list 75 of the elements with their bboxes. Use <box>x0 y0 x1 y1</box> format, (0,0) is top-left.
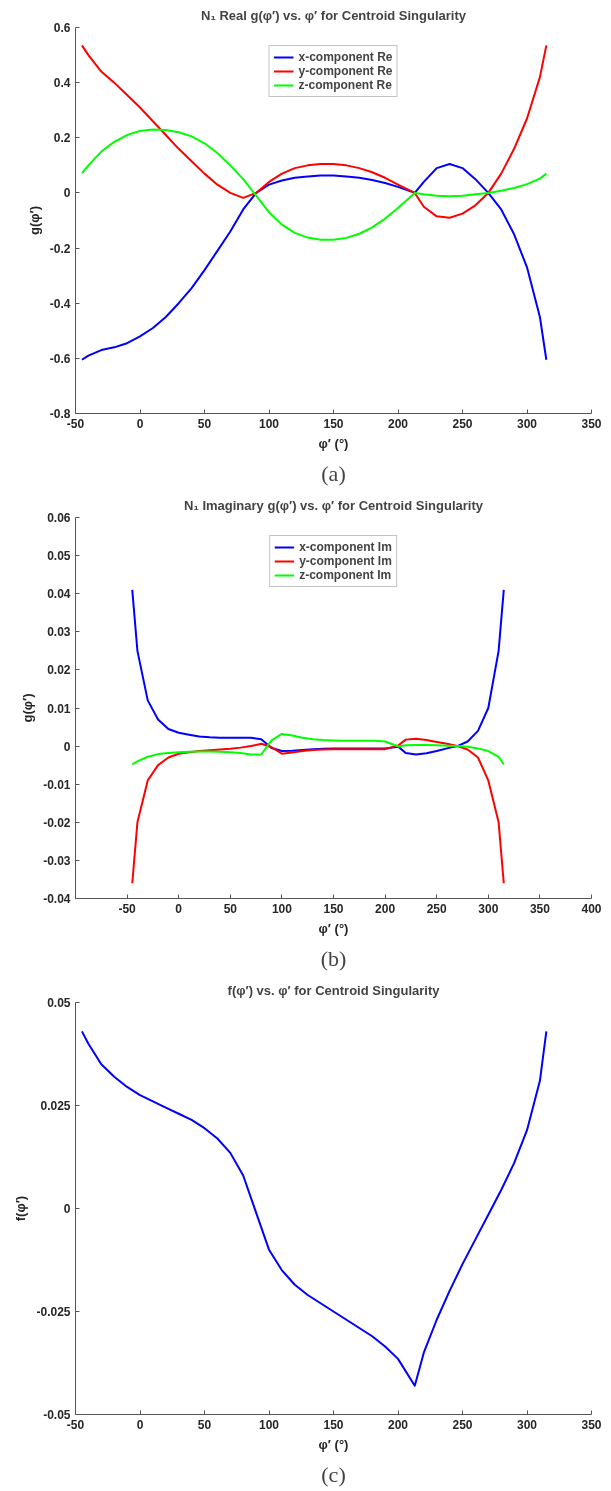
legend-label: z-component Re <box>298 78 392 92</box>
x-tick-label: 250 <box>452 1417 473 1432</box>
y-tick-label: 0.025 <box>40 1099 71 1113</box>
y-tick-label: -0.025 <box>36 1305 71 1319</box>
x-tick-label: 100 <box>258 416 280 431</box>
y-tick-label: 0.06 <box>47 511 71 525</box>
y-tick-label: 0.04 <box>47 587 71 602</box>
x-tick-label: 50 <box>197 1417 212 1432</box>
x-tick-label: 200 <box>387 1417 409 1432</box>
x-tick-label: 400 <box>581 901 602 916</box>
x-tick-label: 200 <box>387 416 409 431</box>
y-tick-label: 0 <box>63 186 71 201</box>
y-tick-label: 0.03 <box>47 625 71 640</box>
y-tick-label: -0.05 <box>43 1408 71 1422</box>
line-series <box>131 732 505 766</box>
chart-title: N₁ Imaginary g(φ′) vs. φ′ for Centroid Singularity <box>184 497 484 513</box>
y-tick-label: 0.6 <box>53 21 71 35</box>
y-tick-label: -0.2 <box>49 241 71 256</box>
x-tick-label: 350 <box>581 1417 602 1432</box>
x-tick-label: 150 <box>323 416 344 431</box>
y-tick-label: 0.05 <box>47 996 71 1010</box>
y-tick-label: -0.02 <box>43 815 71 830</box>
line-series <box>80 44 548 219</box>
legend-label: y-component Re <box>298 64 393 78</box>
x-tick-label: 150 <box>323 901 344 916</box>
line-series <box>80 162 548 361</box>
x-tick-label: 200 <box>375 901 396 916</box>
y-tick-label: 0.05 <box>47 549 71 564</box>
y-axis-title: f(φ′) <box>13 1195 29 1222</box>
y-tick-label: 0.01 <box>47 701 71 716</box>
x-axis-title: φ′ (°) <box>318 920 349 936</box>
legend-label: x-component Im <box>299 540 392 554</box>
line-series <box>131 737 505 885</box>
x-tick-label: 0 <box>136 416 144 431</box>
x-tick-label: 350 <box>581 416 602 431</box>
x-tick-label: 0 <box>175 901 183 916</box>
x-tick-label: 250 <box>452 416 473 431</box>
line-series <box>131 588 505 756</box>
x-tick-label: 50 <box>197 416 212 431</box>
x-tick-label: 300 <box>516 416 538 431</box>
x-tick-label: 100 <box>271 901 293 916</box>
text: (a) <box>321 460 346 486</box>
line-series <box>80 1030 548 1387</box>
x-tick-label: 300 <box>516 1417 538 1432</box>
y-tick-label: -0.4 <box>49 296 71 311</box>
x-tick-label: 300 <box>478 901 499 916</box>
y-tick-label: 0.02 <box>47 663 71 678</box>
y-tick-label: -0.8 <box>49 407 71 421</box>
x-tick-label: 250 <box>426 901 448 916</box>
x-tick-label: 350 <box>529 901 551 916</box>
legend-label: z-component Im <box>299 568 392 582</box>
chart-title: f(φ′) vs. φ′ for Centroid Singularity <box>227 982 441 998</box>
y-axis-title: g(φ′) <box>20 693 36 723</box>
x-axis-title: φ′ (°) <box>318 435 349 451</box>
x-tick-label: 100 <box>258 1417 280 1432</box>
y-tick-label: 0 <box>63 1202 71 1216</box>
legend-label: x-component Re <box>298 50 393 64</box>
y-tick-label: -0.6 <box>49 351 71 366</box>
x-axis-title: φ′ (°) <box>318 1436 349 1452</box>
chart-title: N₁ Real g(φ′) vs. φ′ for Centroid Singularity <box>201 7 467 23</box>
y-tick-label: 0.2 <box>53 131 71 146</box>
x-tick-label: 0 <box>136 1417 144 1432</box>
x-tick-label: 150 <box>323 1417 344 1432</box>
x-tick-label: 50 <box>223 901 238 916</box>
line-series <box>80 128 548 241</box>
y-tick-label: -0.03 <box>43 853 71 868</box>
y-tick-label: 0.4 <box>53 76 71 91</box>
x-tick-label: -50 <box>118 901 137 916</box>
y-tick-label: 0 <box>63 739 71 754</box>
y-tick-label: -0.01 <box>43 777 71 792</box>
text: (b) <box>320 945 347 971</box>
y-tick-label: -0.04 <box>43 892 71 906</box>
legend-label: y-component Im <box>299 554 392 568</box>
text: (c) <box>321 1461 346 1487</box>
y-axis-title: g(φ′) <box>26 205 42 236</box>
